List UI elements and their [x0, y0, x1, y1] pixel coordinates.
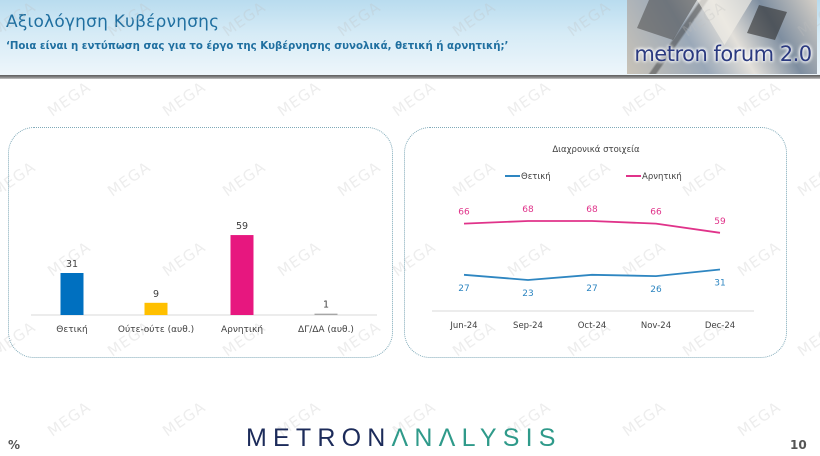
category-label: Θετική [56, 325, 87, 335]
data-label: 66 [458, 208, 470, 218]
watermark-text: MEGA [274, 77, 325, 121]
watermark-text: MEGA [734, 397, 785, 441]
x-tick-label: Sep-24 [513, 321, 543, 331]
data-label: 59 [714, 217, 726, 227]
watermark-text: MEGA [619, 77, 670, 121]
data-label: 27 [586, 284, 597, 294]
category-label: Αρνητική [221, 325, 263, 335]
watermark-text: MEGA [619, 397, 670, 441]
watermark-text: MEGA [159, 397, 210, 441]
metron-analysis-logo: METRONΛNΛLYSIS [246, 424, 562, 453]
watermark-text: MEGA [159, 77, 210, 121]
category-label: ΔΓ/ΔΑ (αυθ.) [298, 325, 354, 335]
data-label: 23 [522, 289, 533, 299]
bar-chart-panel: 31 Θετική 9 Ούτε-ούτε (αυθ.) 59 Αρνητική 1 ΔΓ/Δ… [8, 127, 393, 358]
legend-label: Αρνητική [642, 172, 682, 182]
bar-value-label: 9 [153, 289, 159, 300]
line-chart-panel: Διαχρονικά στοιχεία Θετική Αρνητική Jun-24 S… [404, 127, 787, 358]
category-label: Ούτε-ούτε (αυθ.) [118, 324, 194, 335]
bar-value-label: 31 [66, 259, 78, 270]
header-divider [0, 75, 820, 79]
series-line [463, 268, 721, 281]
logo-facet-decoration [697, 0, 752, 45]
logo-analysis: ΛNΛLYSIS [391, 424, 562, 452]
x-tick-label: Dec-24 [705, 321, 735, 331]
watermark-text: MEGA [734, 77, 785, 121]
x-tick-label: Oct-24 [578, 321, 607, 331]
bar [230, 235, 254, 315]
bar [144, 302, 168, 315]
watermark-text: MEGA [794, 317, 820, 361]
data-label: 27 [458, 284, 469, 294]
watermark-text: MEGA [44, 397, 95, 441]
unit-label: % [8, 438, 21, 452]
bar-chart: 31 Θετική 9 Ούτε-ούτε (αυθ.) 59 Αρνητική 1 ΔΓ/Δ… [31, 221, 377, 335]
data-label: 26 [650, 285, 662, 295]
logo-text: metron forum 2.0 [634, 42, 812, 66]
metron-forum-logo: metron forum 2.0 [627, 0, 817, 74]
bar-value-label: 59 [236, 221, 248, 232]
line-chart: Διαχρονικά στοιχεία Θετική Αρνητική Jun-24 S… [432, 145, 754, 331]
data-label: 68 [522, 205, 534, 215]
logo-metron: METRON [246, 424, 392, 452]
bar-value-label: 1 [323, 300, 329, 311]
survey-question: ‘Ποια είναι η εντύπωση σας για το έργο τ… [6, 41, 509, 52]
data-label: 68 [586, 205, 598, 215]
bar [314, 313, 338, 315]
data-label: 31 [714, 279, 725, 289]
legend-label: Θετική [521, 172, 551, 182]
data-label: 66 [650, 208, 662, 218]
watermark-text: MEGA [44, 77, 95, 121]
line-chart-title: Διαχρονικά στοιχεία [552, 145, 640, 155]
series-line [463, 220, 721, 234]
slide-title: Αξιολόγηση Κυβέρνησης [6, 12, 220, 32]
slide-header: Αξιολόγηση Κυβέρνησης ‘Ποια είναι η εντύ… [0, 0, 820, 76]
logo-facet-decoration [637, 0, 697, 40]
logo-facet-decoration [747, 5, 787, 40]
x-tick-label: Nov-24 [641, 321, 671, 331]
bar [60, 273, 84, 315]
x-tick-label: Jun-24 [449, 321, 477, 331]
watermark-text: MEGA [389, 77, 440, 121]
page-number: 10 [790, 438, 807, 452]
watermark-text: MEGA [794, 157, 820, 201]
watermark-text: MEGA [504, 77, 555, 121]
